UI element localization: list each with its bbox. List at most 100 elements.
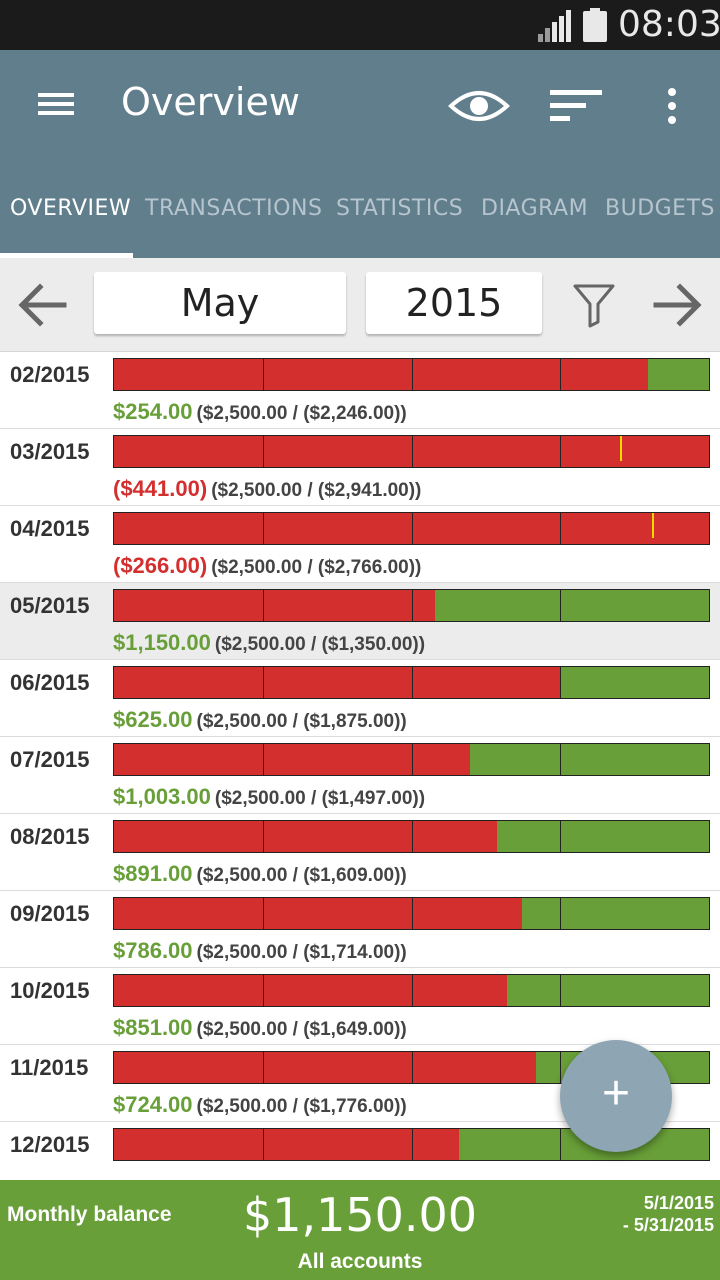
bar-divider <box>560 898 561 929</box>
bar-divider <box>263 975 264 1006</box>
month-row[interactable]: 08/2015 $891.00 ($2,500.00 / ($1,609.00)) <box>0 814 720 891</box>
expense-segment <box>114 821 498 852</box>
bar-divider <box>263 1129 264 1160</box>
bar-divider <box>412 359 413 390</box>
tab-budgets[interactable]: BUDGETS <box>605 196 715 221</box>
month-label: 02/2015 <box>10 362 90 387</box>
expense-segment <box>114 1129 460 1160</box>
month-detail: ($2,500.00 / ($1,497.00)) <box>214 788 426 809</box>
bar-divider <box>560 1052 561 1083</box>
arrow-right-icon[interactable] <box>652 280 704 330</box>
bar-divider <box>263 667 264 698</box>
bar-divider <box>412 1052 413 1083</box>
month-row[interactable]: 09/2015 $786.00 ($2,500.00 / ($1,714.00)) <box>0 891 720 968</box>
month-balance: $625.00 <box>113 707 193 732</box>
bar-divider <box>560 975 561 1006</box>
month-label: 12/2015 <box>10 1132 90 1157</box>
bar-divider <box>560 590 561 621</box>
month-row[interactable]: 05/2015 $1,150.00 ($2,500.00 / ($1,350.00)… <box>0 583 720 660</box>
month-detail: ($2,500.00 / ($1,776.00)) <box>196 1096 407 1117</box>
month-label: 05/2015 <box>10 593 90 618</box>
range-end: - 5/31/2015 <box>622 1215 714 1235</box>
budget-bar <box>113 974 710 1007</box>
expense-segment <box>114 744 471 775</box>
tab-statistics[interactable]: STATISTICS <box>336 196 464 221</box>
month-balance: ($266.00) <box>113 553 208 578</box>
month-label: 04/2015 <box>10 516 90 541</box>
arrow-left-icon[interactable] <box>16 280 68 330</box>
month-list[interactable]: 02/2015 $254.00 ($2,500.00 / ($2,246.00)) 0… <box>0 352 720 1180</box>
bar-divider <box>263 744 264 775</box>
bar-divider <box>412 975 413 1006</box>
expense-segment <box>114 975 507 1006</box>
month-label: 07/2015 <box>10 747 90 772</box>
bar-divider <box>263 436 264 467</box>
month-balance: $851.00 <box>113 1015 193 1040</box>
month-row[interactable]: 06/2015 $625.00 ($2,500.00 / ($1,875.00)) <box>0 660 720 737</box>
footer-label: Monthly balance <box>7 1203 172 1226</box>
bar-divider <box>560 436 561 467</box>
month-balance: $891.00 <box>113 861 193 886</box>
row-amounts: $891.00 ($2,500.00 / ($1,609.00)) <box>113 861 407 887</box>
month-selector[interactable]: May <box>94 272 346 334</box>
row-amounts: $625.00 ($2,500.00 / ($1,875.00)) <box>113 707 407 733</box>
balance-footer: Monthly balance $1,150.00 All accounts 5… <box>0 1180 720 1280</box>
row-amounts: $254.00 ($2,500.00 / ($2,246.00)) <box>113 399 407 425</box>
monthly-balance-amount: $1,150.00 <box>242 1188 478 1242</box>
month-row[interactable]: 02/2015 $254.00 ($2,500.00 / ($2,246.00)) <box>0 352 720 429</box>
range-start: 5/1/2015 <box>643 1193 714 1213</box>
bar-divider <box>412 898 413 929</box>
more-vert-icon[interactable] <box>660 86 684 126</box>
month-row[interactable]: 07/2015 $1,003.00 ($2,500.00 / ($1,497.00)… <box>0 737 720 814</box>
signal-icon <box>538 10 571 42</box>
expense-segment <box>114 590 436 621</box>
tab-diagram[interactable]: DIAGRAM <box>481 196 589 221</box>
sort-icon[interactable] <box>546 86 606 126</box>
filter-icon[interactable] <box>572 282 616 328</box>
budget-marker <box>652 513 654 538</box>
bar-divider <box>412 513 413 544</box>
month-label: 11/2015 <box>10 1055 89 1080</box>
row-amounts: $786.00 ($2,500.00 / ($1,714.00)) <box>113 938 407 964</box>
bar-divider <box>412 667 413 698</box>
tab-transactions[interactable]: TRANSACTIONS <box>145 196 323 221</box>
expense-segment <box>114 667 561 698</box>
tab-overview[interactable]: OVERVIEW <box>10 196 132 221</box>
page-title: Overview <box>121 80 300 124</box>
menu-icon[interactable] <box>30 82 82 126</box>
bar-divider <box>560 359 561 390</box>
bar-divider <box>412 744 413 775</box>
battery-icon <box>583 8 607 42</box>
expense-segment <box>114 898 523 929</box>
app-bar: Overview OVERVIEW TRANSACTIONS STATISTIC… <box>0 50 720 258</box>
year-selector[interactable]: 2015 <box>366 272 542 334</box>
month-balance: $786.00 <box>113 938 193 963</box>
month-detail: ($2,500.00 / ($2,766.00)) <box>211 557 422 578</box>
accounts-selector[interactable]: All accounts <box>297 1250 423 1273</box>
row-amounts: ($266.00) ($2,500.00 / ($2,766.00)) <box>113 553 421 579</box>
month-row[interactable]: 03/2015 ($441.00) ($2,500.00 / ($2,941.00)… <box>0 429 720 506</box>
bar-divider <box>263 821 264 852</box>
bar-divider <box>263 513 264 544</box>
budget-bar <box>113 897 710 930</box>
row-amounts: $1,150.00 ($2,500.00 / ($1,350.00)) <box>113 630 425 656</box>
budget-bar <box>113 512 710 545</box>
eye-icon[interactable] <box>448 86 510 126</box>
status-bar: 08:03 <box>0 0 720 50</box>
row-amounts: $724.00 ($2,500.00 / ($1,776.00)) <box>113 1092 407 1118</box>
bar-divider <box>263 590 264 621</box>
month-detail: ($2,500.00 / ($1,609.00)) <box>196 865 407 886</box>
month-detail: ($2,500.00 / ($2,246.00)) <box>196 403 407 424</box>
budget-bar <box>113 589 710 622</box>
month-label: 09/2015 <box>10 901 90 926</box>
month-label: 08/2015 <box>10 824 90 849</box>
month-detail: ($2,500.00 / ($1,875.00)) <box>196 711 407 732</box>
bar-divider <box>263 898 264 929</box>
budget-bar <box>113 435 710 468</box>
bar-divider <box>560 821 561 852</box>
month-row[interactable]: 10/2015 $851.00 ($2,500.00 / ($1,649.00)) <box>0 968 720 1045</box>
bar-divider <box>560 1129 561 1160</box>
tab-bar: OVERVIEW TRANSACTIONS STATISTICS DIAGRAM… <box>0 190 720 258</box>
add-button[interactable]: + <box>560 1040 672 1152</box>
month-row[interactable]: 04/2015 ($266.00) ($2,500.00 / ($2,766.00)… <box>0 506 720 583</box>
